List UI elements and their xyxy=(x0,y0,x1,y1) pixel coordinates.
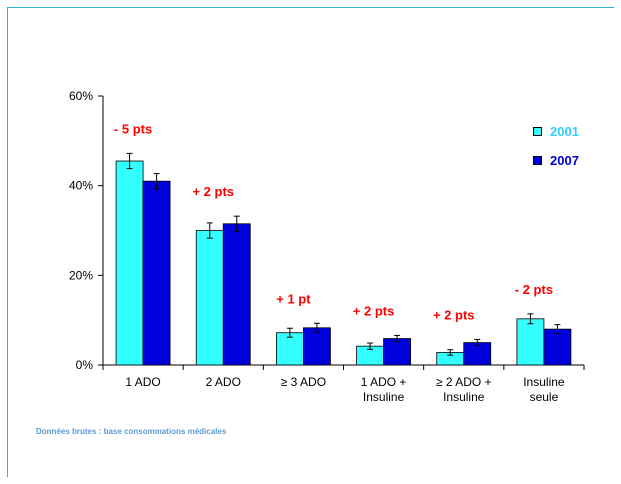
x-category-label: Insuline xyxy=(523,375,565,389)
bar-2007 xyxy=(303,327,331,366)
bar-2007 xyxy=(142,180,171,366)
y-tick-label: 0% xyxy=(76,358,94,372)
legend-swatch-2001 xyxy=(533,127,542,136)
bar-2001 xyxy=(115,160,144,366)
x-category-label: 1 ADO + xyxy=(361,375,407,389)
y-tick-label: 60% xyxy=(69,89,93,103)
legend-label-2001: 2001 xyxy=(550,124,579,139)
change-annotation: + 2 pts xyxy=(353,303,395,318)
change-annotation: + 2 pts xyxy=(192,184,234,199)
change-annotation: + 2 pts xyxy=(433,307,475,322)
bar-2007 xyxy=(383,338,411,366)
bar-2007 xyxy=(543,328,572,366)
change-annotation: - 5 pts xyxy=(114,121,152,136)
y-tick-label: 20% xyxy=(69,268,93,282)
bar-2007 xyxy=(222,223,251,366)
frame-top-border xyxy=(7,7,614,8)
x-category-label: 1 ADO xyxy=(125,375,160,389)
x-category-label: ≥ 2 ADO + xyxy=(436,375,492,389)
x-category-label: ≥ 3 ADO xyxy=(281,375,326,389)
x-category-label: Insuline xyxy=(363,390,405,404)
x-category-label: seule xyxy=(530,390,559,404)
x-category-label: 2 ADO xyxy=(206,375,241,389)
change-annotation: - 2 pts xyxy=(515,282,553,297)
y-tick-label: 40% xyxy=(69,179,93,193)
legend-swatch-2007 xyxy=(533,156,542,165)
change-annotation: + 1 pt xyxy=(276,291,311,306)
bar-2001 xyxy=(276,332,304,366)
x-category-label: Insuline xyxy=(443,390,485,404)
bar-2001 xyxy=(516,318,545,366)
source-note: Données brutes : base consommations médi… xyxy=(36,427,227,436)
legend-label-2007: 2007 xyxy=(550,153,579,168)
frame-left-border xyxy=(7,7,8,477)
bar-2001 xyxy=(195,230,224,366)
